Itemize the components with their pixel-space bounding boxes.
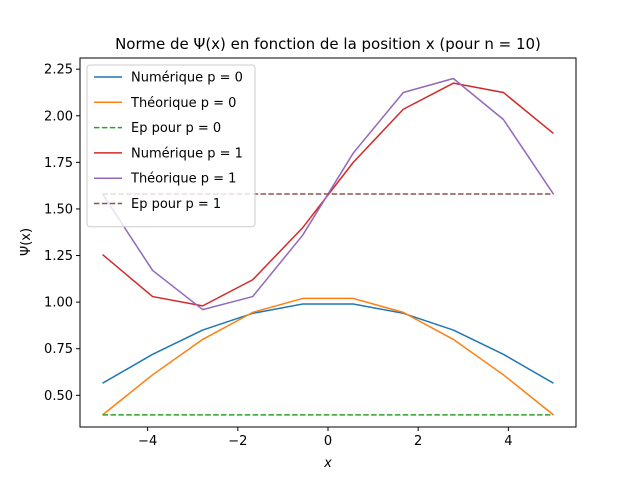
x-axis-label: x <box>323 456 332 471</box>
y-tick-label: 2.25 <box>44 63 73 78</box>
x-tick-label: 2 <box>414 434 422 449</box>
y-tick-label: 0.50 <box>44 389 73 404</box>
y-tick-label: 1.25 <box>44 249 73 264</box>
x-tick-label: 0 <box>324 434 332 449</box>
legend-label: Ep pour p = 1 <box>131 197 221 212</box>
x-tick-label: −4 <box>138 434 157 449</box>
legend-label: Théorique p = 0 <box>130 96 236 111</box>
legend-label: Numérique p = 0 <box>131 71 243 86</box>
y-tick-label: 1.50 <box>44 202 73 217</box>
x-tick-label: 4 <box>504 434 512 449</box>
y-tick-label: 1.75 <box>44 156 73 171</box>
legend-label: Théorique p = 1 <box>130 172 236 187</box>
legend-label: Numérique p = 1 <box>131 146 243 161</box>
y-tick-label: 1.00 <box>44 296 73 311</box>
y-tick-label: 0.75 <box>44 342 73 357</box>
y-tick-label: 2.00 <box>44 109 73 124</box>
legend-label: Ep pour p = 0 <box>131 121 221 136</box>
x-tick-label: −2 <box>228 434 247 449</box>
x-axis: −4 −2 0 2 4 <box>138 427 513 449</box>
y-axis-label: Ψ(x) <box>19 228 34 256</box>
chart-title: Norme de Ψ(x) en fonction de la position… <box>115 35 541 53</box>
legend-box <box>86 64 256 228</box>
series-line-0 <box>102 303 554 384</box>
series-line-1 <box>102 297 554 416</box>
y-axis: 0.50 0.75 1.00 1.25 1.50 1.75 2.00 2.25 <box>44 63 80 404</box>
legend: Numérique p = 0 Théorique p = 0 Ep pour p … <box>86 64 256 228</box>
